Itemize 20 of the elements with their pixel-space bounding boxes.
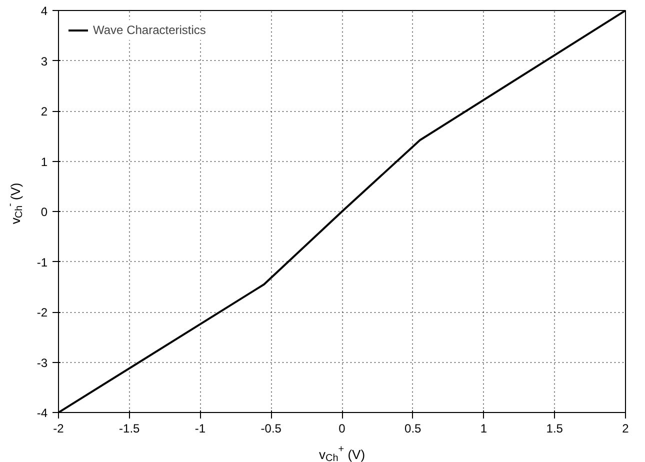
y-tick-label: -2	[36, 306, 48, 320]
x-tick-label: 0.5	[404, 422, 422, 436]
y-axis-title: vCh- (V)	[5, 182, 25, 224]
y-tick-label: -3	[36, 356, 48, 370]
x-tick-label: 0	[338, 422, 346, 436]
x-tick-label: 1.5	[546, 422, 564, 436]
x-tick-label: -1.5	[119, 422, 140, 436]
legend-label: Wave Characteristics	[93, 23, 206, 37]
y-tick-label: 3	[40, 54, 48, 68]
x-tick-label: -2	[53, 422, 64, 436]
y-tick-label: 0	[40, 205, 48, 219]
y-tick-label: -4	[36, 406, 48, 420]
x-tick-label: 2	[622, 422, 630, 436]
x-tick-label: 1	[480, 422, 488, 436]
y-tick-label: 1	[40, 154, 48, 169]
y-tick-label: -1	[36, 255, 48, 270]
y-tick-label: 4	[40, 4, 48, 18]
x-tick-label: -1	[194, 422, 206, 436]
y-tick-label: 2	[40, 104, 48, 118]
x-tick-label: -0.5	[260, 422, 282, 436]
